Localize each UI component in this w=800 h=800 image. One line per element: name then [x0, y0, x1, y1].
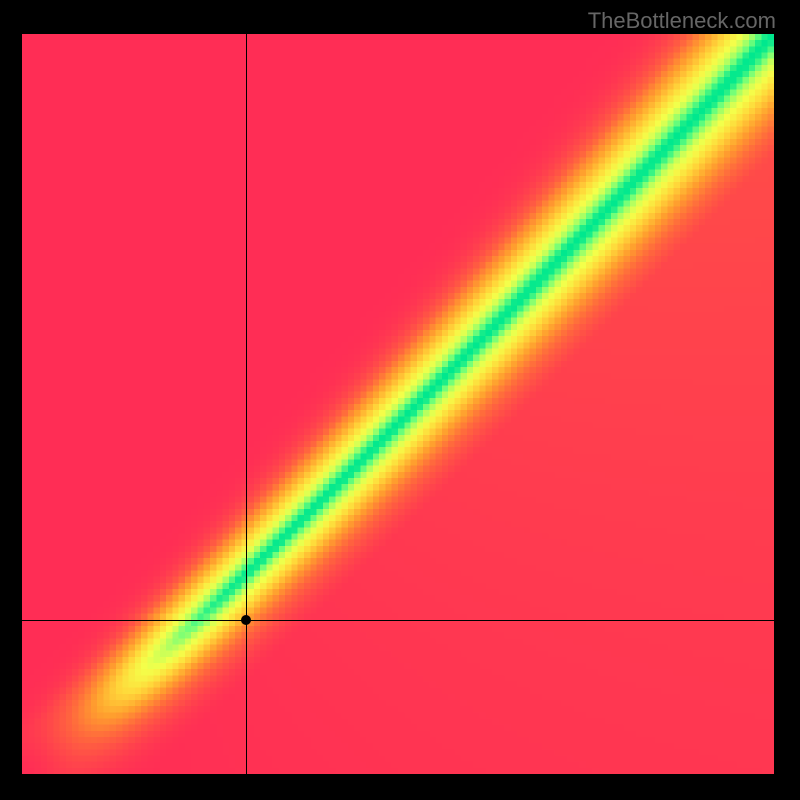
selection-marker [241, 615, 251, 625]
crosshair-vertical [246, 34, 247, 774]
watermark-text: TheBottleneck.com [588, 8, 776, 34]
crosshair-horizontal [22, 620, 774, 621]
heatmap-canvas [22, 34, 774, 774]
heatmap-plot [22, 34, 774, 774]
